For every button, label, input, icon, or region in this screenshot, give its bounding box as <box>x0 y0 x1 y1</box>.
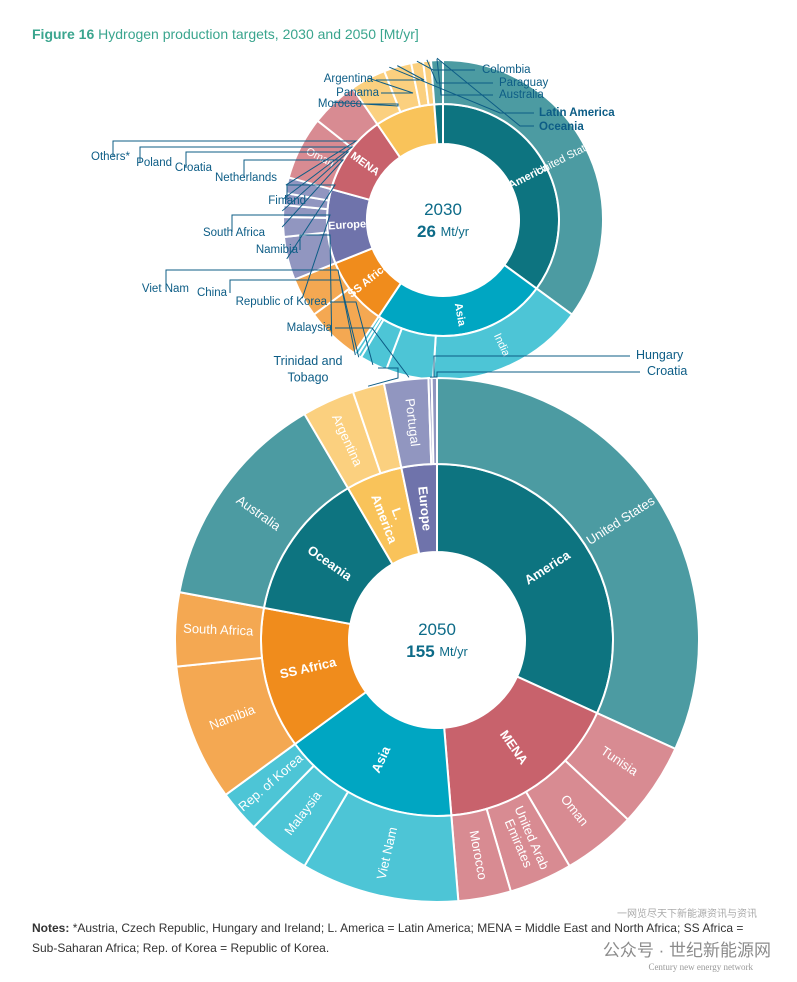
country-arc-croatia <box>430 376 438 466</box>
figure-label: Figure 16 <box>32 26 95 42</box>
callout-label-netherlands: Netherlands <box>215 172 277 184</box>
callout-line-morocco <box>333 101 399 107</box>
callout-line-croatia <box>185 151 350 212</box>
callout-label-panama: Panama <box>336 87 379 99</box>
callout-line-panama <box>367 77 414 94</box>
watermark-top: 一网览尽天下新能源资讯与资讯 <box>617 909 757 920</box>
callout-label-trinidad-and-tobago: Trinidad and Tobago <box>273 354 342 384</box>
region-label-europe: Europe <box>415 486 434 532</box>
callout-label-oceania: Oceania <box>539 121 584 133</box>
callout-label-hungary: Hungary <box>636 348 684 362</box>
callout-label-viet-nam: Viet Nam <box>142 283 189 295</box>
callout-label-morocco: Morocco <box>318 98 362 110</box>
watermark: 公众号 · 世纪新能源网 <box>602 941 771 960</box>
callout-label-croatia: Croatia <box>175 162 213 174</box>
figure-title-text: Hydrogen production targets, 2030 and 20… <box>98 26 419 42</box>
center-value: 155 Mt/yr <box>406 642 468 661</box>
callout-line-croatia <box>434 371 640 378</box>
callout-line-hungary <box>430 355 630 378</box>
callout-line-australia <box>436 59 493 96</box>
callout-line-viet-nam <box>165 269 356 356</box>
callout-label-others: Others* <box>91 151 131 163</box>
callout-line-netherlands <box>243 159 345 228</box>
callout-line-paraguay <box>426 59 493 84</box>
callout-label-australia: Australia <box>499 89 544 101</box>
callout-line-malaysia <box>335 327 410 378</box>
callout-line-argentina <box>376 65 425 81</box>
callout-label-paraguay: Paraguay <box>499 77 548 89</box>
center-year: 2030 <box>424 200 462 219</box>
callout-label-croatia: Croatia <box>647 364 687 378</box>
callout-label-argentina: Argentina <box>324 73 374 85</box>
callout-line-oceania <box>436 57 534 127</box>
center-value: 26 Mt/yr <box>417 222 470 241</box>
callout-line-latin-america <box>389 66 534 114</box>
callout-line-south-africa <box>231 214 331 299</box>
center-year: 2050 <box>418 620 456 639</box>
callout-label-namibia: Namibia <box>256 244 299 256</box>
country-label-south-africa: South Africa <box>183 621 254 639</box>
callout-line-republic-of-korea <box>330 301 374 366</box>
center-circle <box>369 146 517 294</box>
callout-label-finland: Finland <box>268 195 306 207</box>
callout-label-south-africa: South Africa <box>203 227 266 239</box>
region-label-asia: Asia <box>452 302 468 328</box>
callout-line-china <box>229 279 360 358</box>
figure-title: Figure 16 Hydrogen production targets, 2… <box>32 26 419 42</box>
watermark-sub: Century new energy network <box>648 962 753 972</box>
callout-line-poland <box>139 146 354 200</box>
country-arc-united-states <box>442 58 604 316</box>
country-arc-united-states <box>436 376 700 751</box>
center-circle <box>351 554 523 726</box>
callout-label-republic-of-korea: Republic of Korea <box>236 296 328 308</box>
callout-line-colombia <box>416 60 475 71</box>
country-label-portugal: Portugal <box>402 397 423 447</box>
notes-text: *Austria, Czech Republic, Hungary and Ir… <box>32 921 744 955</box>
callout-label-poland: Poland <box>136 157 172 169</box>
notes-label: Notes: <box>32 921 70 935</box>
country-arc-netherlands <box>282 215 329 239</box>
callout-label-colombia: Colombia <box>482 64 531 76</box>
callout-label-china: China <box>197 287 228 299</box>
callout-label-latin-america: Latin America <box>539 107 615 119</box>
callout-line-namibia <box>299 234 333 337</box>
callout-line-others <box>112 140 358 186</box>
notes: Notes: *Austria, Czech Republic, Hungary… <box>32 918 772 958</box>
callout-line-trinidad-and-tobago <box>367 367 399 387</box>
callout-label-malaysia: Malaysia <box>287 322 333 334</box>
region-label-europe: Europe <box>328 218 367 232</box>
